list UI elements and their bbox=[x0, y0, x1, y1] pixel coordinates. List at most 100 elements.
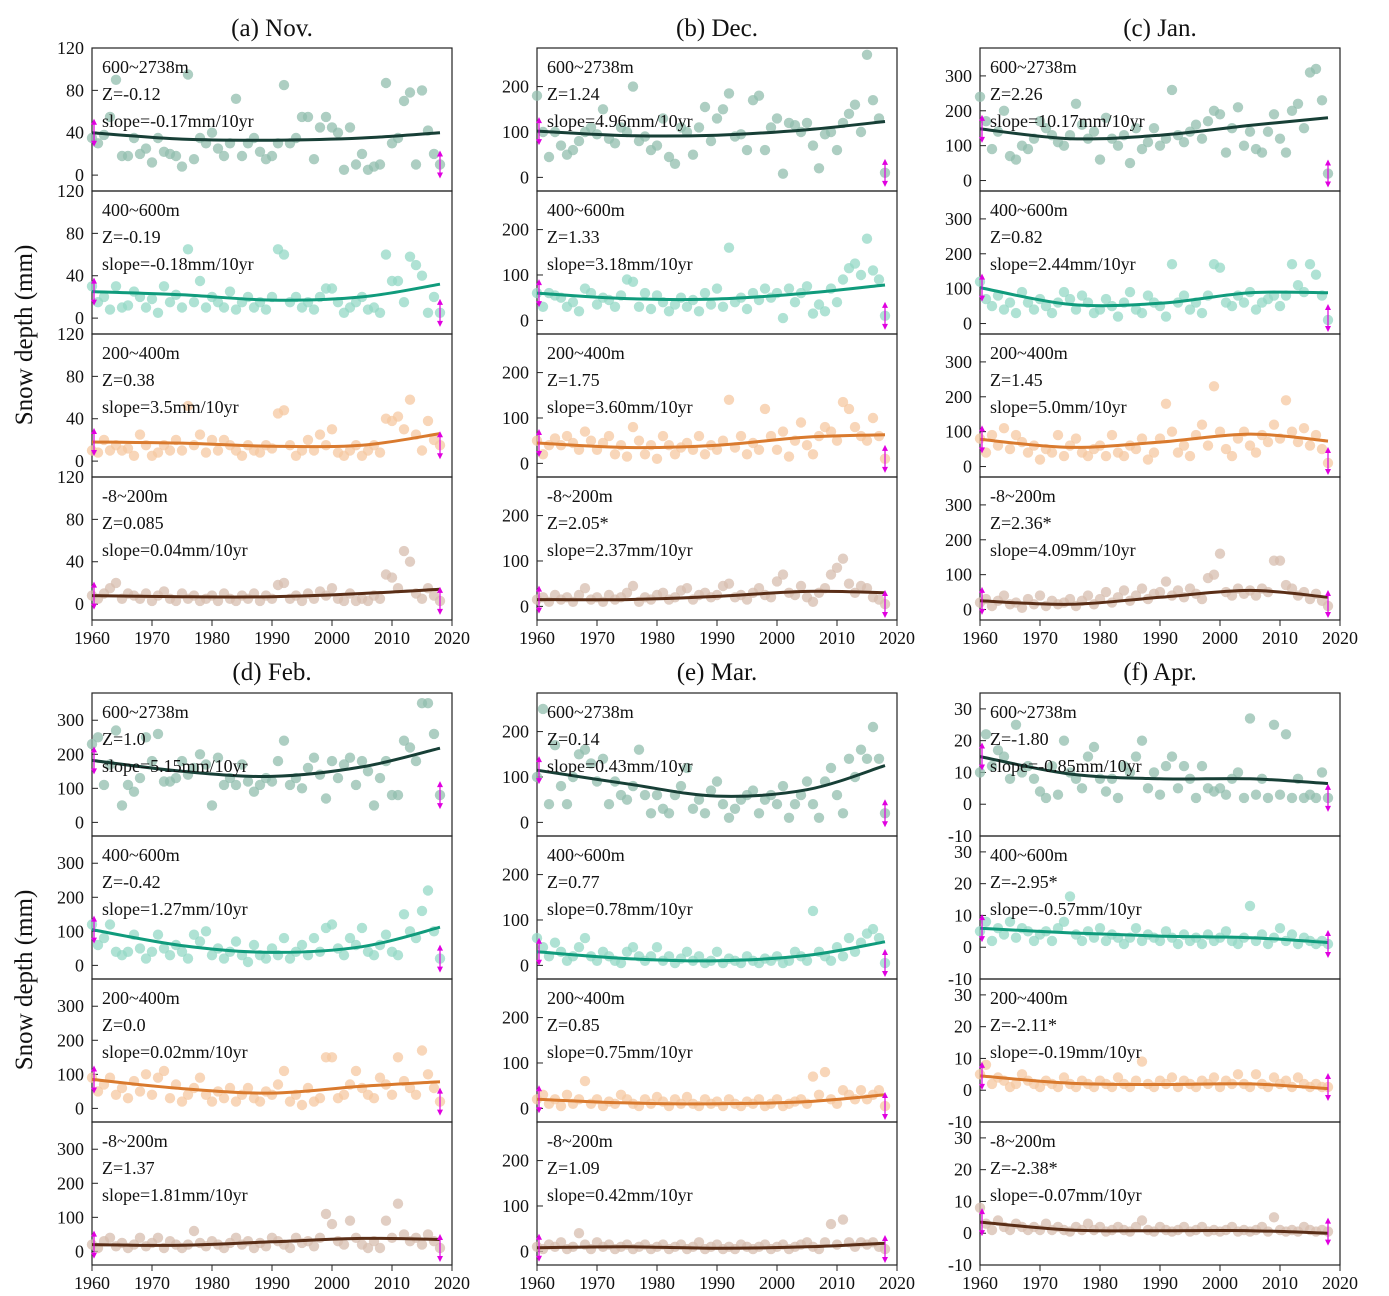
data-point bbox=[1292, 436, 1304, 448]
data-point bbox=[627, 580, 639, 592]
data-point bbox=[1010, 154, 1022, 165]
data-point bbox=[338, 164, 350, 175]
data-point bbox=[428, 728, 440, 740]
data-point bbox=[573, 444, 585, 455]
data-point bbox=[188, 762, 200, 774]
data-point bbox=[998, 304, 1010, 315]
y-tick-label: 200 bbox=[502, 220, 529, 240]
data-point bbox=[1112, 311, 1124, 322]
elevation-band-label: 600~2738m bbox=[990, 57, 1077, 77]
elevation-band-label: -8~200m bbox=[990, 1131, 1056, 1151]
y-tick-label: 200 bbox=[502, 363, 529, 383]
data-point bbox=[200, 759, 212, 770]
trend-curve bbox=[91, 432, 441, 449]
elevation-band-label: 400~600m bbox=[102, 845, 180, 865]
data-point bbox=[1142, 783, 1154, 794]
data-point bbox=[326, 283, 338, 294]
data-point bbox=[200, 926, 212, 937]
y-tick-label: 0 bbox=[520, 955, 529, 975]
data-point bbox=[206, 434, 218, 446]
trend-curve bbox=[91, 587, 441, 599]
data-point bbox=[567, 297, 579, 308]
data-point bbox=[807, 449, 819, 460]
start-marker-down-head bbox=[979, 447, 985, 454]
data-point bbox=[807, 140, 819, 151]
y-tick-label: 200 bbox=[57, 1030, 84, 1050]
data-point bbox=[428, 291, 440, 303]
data-point bbox=[986, 300, 998, 312]
x-tick-label: 1990 bbox=[699, 628, 735, 648]
data-point bbox=[639, 287, 651, 299]
start-marker-up-head bbox=[91, 118, 97, 125]
slope-label: slope=2.44mm/10yr bbox=[990, 254, 1136, 274]
data-point bbox=[1046, 307, 1058, 319]
data-point bbox=[759, 144, 771, 156]
data-point bbox=[398, 424, 410, 435]
data-point bbox=[146, 755, 158, 767]
data-point bbox=[98, 932, 110, 944]
subplot-200-400m: 0 100 200 300 200~400m Z=1.45 slope=5.0mm/10yr bbox=[945, 333, 1341, 478]
data-point bbox=[1154, 789, 1166, 800]
data-point bbox=[1070, 304, 1082, 315]
end-marker-down-head bbox=[882, 612, 888, 618]
data-point bbox=[813, 812, 825, 823]
data-point bbox=[627, 276, 639, 287]
data-point bbox=[711, 776, 723, 787]
data-point bbox=[110, 577, 122, 589]
trend-curve bbox=[536, 120, 886, 138]
data-point bbox=[741, 594, 753, 605]
y-tick-label: 30 bbox=[954, 985, 972, 1005]
y-tick-label: 120 bbox=[57, 181, 84, 201]
data-point bbox=[350, 1065, 362, 1077]
data-point bbox=[723, 812, 735, 823]
data-point bbox=[819, 1066, 831, 1078]
end-marker bbox=[1325, 1217, 1331, 1246]
data-point bbox=[663, 151, 675, 163]
data-point bbox=[1058, 916, 1070, 927]
z-statistic-label: Z=1.33 bbox=[547, 227, 600, 247]
slope-label: slope=0.04mm/10yr bbox=[102, 540, 248, 560]
data-point bbox=[861, 49, 873, 60]
data-point bbox=[392, 275, 404, 287]
data-point bbox=[278, 249, 290, 260]
end-marker-up-head bbox=[437, 150, 443, 157]
data-point bbox=[1064, 891, 1076, 902]
data-point bbox=[398, 95, 410, 107]
y-tick-label: -10 bbox=[948, 1112, 972, 1132]
elevation-band-label: 600~2738m bbox=[102, 702, 189, 722]
start-marker bbox=[91, 428, 97, 457]
subplot--8-200m: 0 100 200 -8~200m Z=1.09 slope=0.42mm/10yr bbox=[502, 1121, 898, 1266]
elevation-band-label: 400~600m bbox=[990, 845, 1068, 865]
data-point bbox=[368, 950, 380, 961]
data-point bbox=[693, 306, 705, 317]
data-point bbox=[771, 113, 783, 124]
data-point bbox=[543, 151, 555, 163]
data-point bbox=[152, 307, 164, 318]
start-marker-up-head bbox=[536, 756, 542, 763]
data-point bbox=[663, 808, 675, 819]
data-point bbox=[206, 800, 218, 811]
y-tick-label: 40 bbox=[66, 123, 84, 143]
data-point bbox=[831, 144, 843, 156]
y-tick-label: 0 bbox=[963, 314, 972, 334]
data-point bbox=[765, 122, 777, 133]
data-point bbox=[1250, 590, 1262, 601]
data-point bbox=[1160, 398, 1172, 409]
subplot-600-2738m: 0 40 80 120 600~2738m Z=-0.12 slope=-0.17mm/10… bbox=[57, 38, 453, 192]
data-point bbox=[284, 953, 296, 964]
subplot-200-400m: 0 100 200 200~400m Z=1.75 slope=3.60mm/10yr bbox=[502, 333, 898, 478]
trend-curve bbox=[536, 940, 886, 963]
data-point bbox=[404, 394, 416, 405]
end-marker-down-head bbox=[1325, 469, 1331, 475]
subplot-600-2738m: 0 100 200 600~2738m Z=0.14 slope=0.43mm/10yr bbox=[502, 692, 898, 837]
start-marker bbox=[536, 937, 542, 966]
data-point bbox=[218, 953, 230, 964]
y-tick-label: 300 bbox=[945, 352, 972, 372]
data-point bbox=[621, 587, 633, 598]
data-point bbox=[1220, 443, 1232, 455]
data-point bbox=[302, 111, 314, 123]
data-point bbox=[555, 1237, 567, 1248]
data-point bbox=[182, 1089, 194, 1101]
data-point bbox=[164, 1093, 176, 1104]
data-point bbox=[1220, 147, 1232, 158]
